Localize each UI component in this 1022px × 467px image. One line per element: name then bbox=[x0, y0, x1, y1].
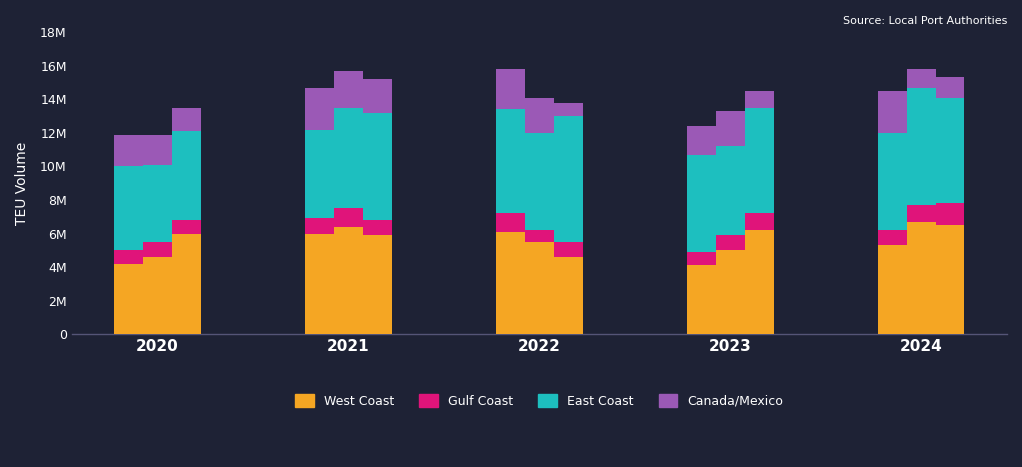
Bar bbox=[114, 166, 143, 250]
Bar bbox=[496, 232, 525, 334]
Bar bbox=[907, 222, 935, 334]
Bar bbox=[114, 250, 143, 264]
Bar bbox=[305, 219, 334, 234]
Bar bbox=[554, 116, 583, 242]
Bar bbox=[687, 126, 715, 155]
Bar bbox=[745, 230, 774, 334]
Bar bbox=[687, 252, 715, 265]
Bar bbox=[715, 235, 745, 250]
Bar bbox=[907, 69, 935, 88]
Bar bbox=[745, 213, 774, 230]
Bar bbox=[143, 165, 172, 242]
Legend: West Coast, Gulf Coast, East Coast, Canada/Mexico: West Coast, Gulf Coast, East Coast, Cana… bbox=[290, 389, 788, 412]
Bar bbox=[143, 242, 172, 257]
Y-axis label: TEU Volume: TEU Volume bbox=[15, 142, 29, 225]
Bar bbox=[334, 208, 363, 227]
Bar bbox=[554, 103, 583, 116]
Bar bbox=[114, 264, 143, 334]
Bar bbox=[554, 242, 583, 257]
Bar bbox=[878, 133, 907, 230]
Bar bbox=[172, 131, 201, 220]
Bar bbox=[363, 113, 391, 220]
Bar bbox=[935, 98, 965, 203]
Bar bbox=[907, 205, 935, 222]
Bar bbox=[172, 108, 201, 131]
Bar bbox=[363, 220, 391, 235]
Bar bbox=[305, 234, 334, 334]
Bar bbox=[143, 257, 172, 334]
Bar bbox=[745, 108, 774, 213]
Bar bbox=[745, 91, 774, 108]
Text: Source: Local Port Authorities: Source: Local Port Authorities bbox=[842, 16, 1007, 26]
Bar bbox=[363, 79, 391, 113]
Bar bbox=[305, 88, 334, 129]
Bar bbox=[687, 155, 715, 252]
Bar bbox=[715, 111, 745, 146]
Bar bbox=[172, 234, 201, 334]
Bar bbox=[525, 230, 554, 242]
Bar bbox=[878, 230, 907, 245]
Bar bbox=[114, 134, 143, 166]
Bar bbox=[496, 109, 525, 213]
Bar bbox=[525, 98, 554, 133]
Bar bbox=[878, 91, 907, 133]
Bar bbox=[935, 225, 965, 334]
Bar bbox=[363, 235, 391, 334]
Bar bbox=[143, 134, 172, 165]
Bar bbox=[496, 213, 525, 232]
Bar bbox=[172, 220, 201, 234]
Bar bbox=[878, 245, 907, 334]
Bar bbox=[935, 78, 965, 98]
Bar bbox=[334, 71, 363, 108]
Bar bbox=[334, 108, 363, 208]
Bar bbox=[715, 250, 745, 334]
Bar bbox=[525, 242, 554, 334]
Bar bbox=[907, 88, 935, 205]
Bar bbox=[305, 129, 334, 219]
Bar bbox=[525, 133, 554, 230]
Bar bbox=[496, 69, 525, 109]
Bar bbox=[935, 203, 965, 225]
Bar bbox=[554, 257, 583, 334]
Bar bbox=[715, 146, 745, 235]
Bar bbox=[334, 227, 363, 334]
Bar bbox=[687, 265, 715, 334]
